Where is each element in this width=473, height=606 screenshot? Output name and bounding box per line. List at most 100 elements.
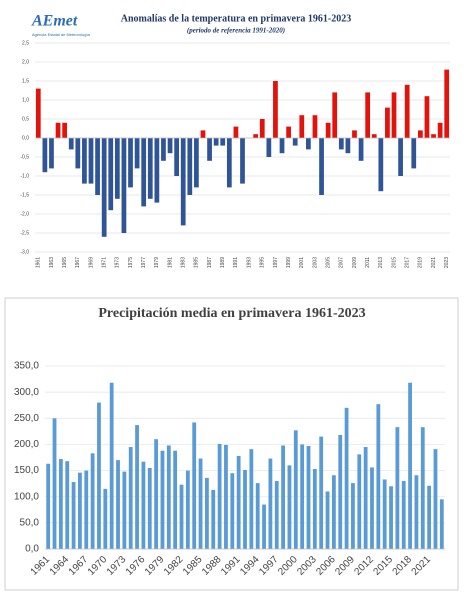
x-tick-label: 1973 <box>115 257 121 268</box>
bar <box>108 138 114 211</box>
y-tick-label: 100,0 <box>14 491 39 502</box>
x-tick-label: 1997 <box>273 257 279 268</box>
x-tick-label: 1997 <box>257 554 281 578</box>
bar <box>174 138 179 176</box>
y-tick-label: -1,5 <box>20 192 29 198</box>
x-tick-label: 2009 <box>352 257 358 268</box>
bar <box>292 138 298 146</box>
x-tick-label: 1961 <box>29 554 53 578</box>
x-tick-label: 1964 <box>48 554 72 578</box>
bar <box>58 459 63 549</box>
bar <box>424 96 430 138</box>
bar <box>122 471 127 549</box>
bar <box>205 477 209 549</box>
x-tick-label: 1970 <box>86 554 110 578</box>
bar <box>88 138 94 184</box>
bar <box>42 138 48 173</box>
bar <box>240 138 245 184</box>
bar <box>95 138 100 195</box>
x-tick-label: 2021 <box>431 257 437 268</box>
bar <box>281 445 285 549</box>
bar <box>287 465 292 549</box>
bar <box>433 449 438 549</box>
bar <box>352 130 357 138</box>
bar <box>97 402 101 549</box>
bar <box>52 418 57 549</box>
bar <box>331 475 336 549</box>
bar <box>161 138 166 161</box>
bar <box>332 92 338 138</box>
y-tick-label: 300,0 <box>14 387 39 398</box>
bar <box>325 491 330 549</box>
y-tick-label: 2,0 <box>22 59 29 65</box>
x-tick-label: 2003 <box>295 554 319 578</box>
bar <box>319 436 324 549</box>
x-tick-label: 1961 <box>36 257 42 268</box>
x-tick-label: 1995 <box>260 257 266 268</box>
y-tick-label: 150,0 <box>14 465 39 476</box>
chart-title: Anomalías de la temperatura en primavera… <box>121 13 352 24</box>
bar <box>259 119 265 138</box>
bar <box>338 138 344 150</box>
bar <box>128 138 133 188</box>
bar <box>160 450 165 549</box>
bar <box>226 138 232 188</box>
bar <box>207 138 212 161</box>
bar <box>55 122 61 138</box>
bar <box>180 138 186 226</box>
x-tick-label: 1989 <box>220 257 226 268</box>
bar <box>357 454 362 549</box>
bar <box>243 470 247 549</box>
y-tick-label: 250,0 <box>14 413 39 424</box>
bar <box>312 115 318 138</box>
bar <box>300 444 305 549</box>
x-tick-label: 1985 <box>194 257 200 268</box>
y-tick-label: -0,5 <box>20 154 29 160</box>
bar <box>167 138 173 154</box>
bar <box>236 455 241 549</box>
bar <box>49 138 54 169</box>
bar <box>154 439 159 549</box>
bar <box>411 138 417 169</box>
x-tick-label: 1985 <box>181 554 205 578</box>
x-tick-label: 2019 <box>418 257 424 268</box>
bar <box>154 138 160 203</box>
y-tick-label: 50,0 <box>20 517 40 528</box>
bar <box>90 453 95 549</box>
x-tick-label: 2013 <box>378 257 384 268</box>
bar <box>404 84 410 138</box>
x-tick-label: 2012 <box>352 554 376 578</box>
bar <box>173 450 178 549</box>
x-tick-label: 1967 <box>75 257 81 268</box>
bar <box>116 460 120 549</box>
bar <box>187 138 193 195</box>
x-tick-label: 1982 <box>162 554 186 578</box>
bar <box>266 138 272 157</box>
bar <box>101 138 107 237</box>
bar <box>249 449 254 549</box>
bar <box>114 138 120 199</box>
bar <box>325 122 331 138</box>
logo-subtitle: Agencia Estatal de Meteorología <box>32 32 91 37</box>
x-tick-label: 1993 <box>246 257 252 268</box>
bar <box>147 138 153 199</box>
x-tick-label: 1999 <box>286 257 292 268</box>
x-tick-label: 2018 <box>391 554 415 578</box>
bar <box>420 427 425 549</box>
bar <box>200 130 206 138</box>
x-tick-label: 2011 <box>365 257 371 268</box>
x-tick-label: 1994 <box>238 554 262 578</box>
bar <box>306 445 311 549</box>
bar <box>46 463 51 549</box>
bar <box>224 444 228 549</box>
bar <box>376 404 381 549</box>
bar <box>128 447 133 549</box>
x-tick-label: 1988 <box>200 554 224 578</box>
y-tick-label: 200,0 <box>14 439 39 450</box>
x-tick-label: 1979 <box>154 257 160 268</box>
x-tick-label: 2015 <box>372 554 396 578</box>
bar <box>179 484 184 549</box>
bar <box>255 483 260 549</box>
bar <box>378 138 384 192</box>
logo: AEmet <box>31 13 78 30</box>
